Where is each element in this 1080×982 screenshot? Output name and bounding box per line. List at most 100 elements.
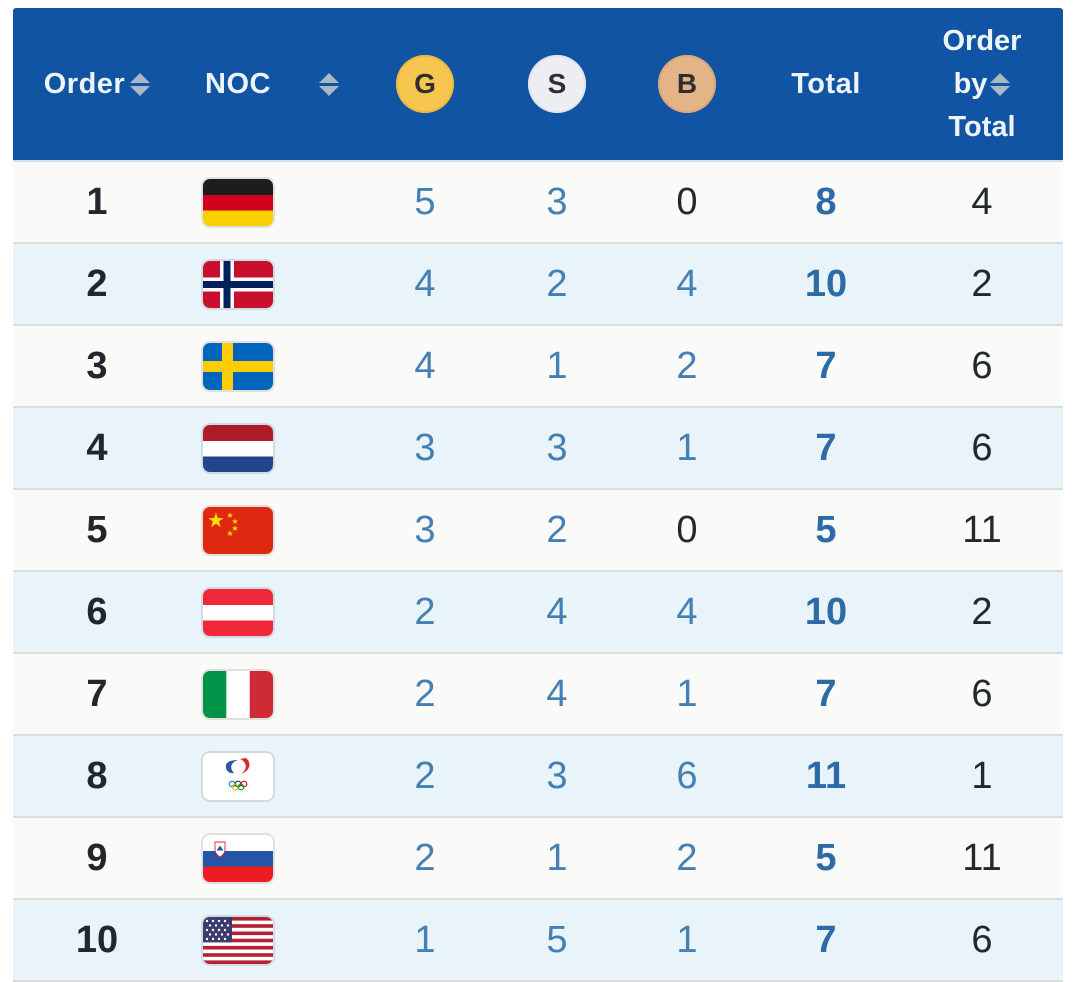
obt-line2: by: [953, 67, 988, 100]
flag-usa-icon: [203, 916, 273, 964]
order-by-total-value: 6: [971, 426, 993, 469]
flag-netherlands-icon: [203, 424, 273, 472]
order-cell: 5: [86, 508, 108, 551]
order-by-total-value: 6: [971, 918, 993, 961]
order-cell: 8: [86, 754, 108, 797]
gold-count: 2: [414, 754, 436, 797]
noc-cell: [181, 916, 295, 964]
svg-text:★: ★: [226, 511, 233, 520]
bronze-count: 6: [676, 754, 698, 797]
order-column-header[interactable]: Order: [13, 68, 181, 101]
sort-icon-noc[interactable]: [318, 72, 339, 96]
flag-china-icon: ★ ★ ★ ★ ★: [203, 506, 273, 554]
gold-medal-icon: G: [396, 55, 454, 113]
sort-icon-order[interactable]: [130, 72, 151, 96]
table-row: 1 5 3 0 8 4: [13, 162, 1063, 244]
gold-count: 2: [414, 836, 436, 879]
bronze-count: 0: [676, 180, 698, 223]
flag-italy-icon: [203, 670, 273, 718]
order-by-total-value: 2: [971, 590, 993, 633]
sort-icon-order-by-total[interactable]: [990, 72, 1011, 96]
total-count: 11: [805, 754, 847, 797]
noc-cell: [181, 178, 295, 226]
total-count: 10: [804, 590, 848, 633]
gold-column-header[interactable]: G: [359, 55, 491, 113]
silver-count: 1: [546, 836, 568, 879]
silver-column-header[interactable]: S: [491, 55, 623, 113]
bronze-count: 1: [676, 672, 698, 715]
bronze-count: 4: [676, 590, 698, 633]
table-row: 10 1 5 1 7 6: [13, 900, 1063, 982]
table-row: 9 2 1 2 5 11: [13, 818, 1063, 900]
silver-count: 2: [546, 262, 568, 305]
order-cell: 6: [86, 590, 108, 633]
noc-cell: [181, 588, 295, 636]
bronze-count: 1: [676, 918, 698, 961]
order-by-total-value: 1: [971, 754, 993, 797]
bronze-count: 2: [676, 344, 698, 387]
bronze-count: 1: [676, 426, 698, 469]
order-cell: 7: [86, 672, 108, 715]
noc-column-label: NOC: [205, 67, 271, 100]
flag-roc-icon: [203, 752, 273, 800]
noc-cell: ★ ★ ★ ★ ★: [181, 506, 295, 554]
silver-count: 5: [546, 918, 568, 961]
svg-text:★: ★: [207, 510, 225, 532]
noc-cell: [181, 424, 295, 472]
gold-count: 3: [414, 426, 436, 469]
noc-sort-cell: [295, 72, 359, 96]
order-cell: 2: [86, 262, 108, 305]
gold-count: 2: [414, 672, 436, 715]
silver-count: 3: [546, 426, 568, 469]
order-by-total-value: 11: [962, 836, 1002, 879]
table-row: 7 2 4 1 7 6: [13, 654, 1063, 736]
order-column-label: Order: [43, 67, 126, 100]
table-row: 8 2 3 6 11 1: [13, 736, 1063, 818]
svg-text:★: ★: [231, 524, 238, 533]
order-by-total-value: 6: [971, 344, 993, 387]
noc-cell: [181, 834, 295, 882]
order-by-total-value: 11: [962, 508, 1002, 551]
noc-column-header[interactable]: NOC: [181, 68, 295, 101]
silver-count: 2: [546, 508, 568, 551]
obt-line1: Order: [942, 24, 1022, 57]
total-count: 8: [815, 180, 837, 223]
order-by-total-column-header[interactable]: Order by Total: [901, 20, 1063, 149]
flag-austria-icon: [203, 588, 273, 636]
svg-text:★: ★: [226, 529, 233, 538]
total-count: 7: [815, 426, 837, 469]
table-row: 6 2 4 4 10 2: [13, 572, 1063, 654]
flag-germany-icon: [203, 178, 273, 226]
total-column-header[interactable]: Total: [751, 68, 901, 101]
bronze-column-header[interactable]: B: [623, 55, 751, 113]
order-by-total-value: 2: [971, 262, 993, 305]
table-row: 5 ★ ★ ★ ★ ★ 3 2 0 5 11: [13, 490, 1063, 572]
order-cell: 1: [86, 180, 108, 223]
flag-slovenia-icon: [203, 834, 273, 882]
order-by-total-value: 4: [971, 180, 993, 223]
bronze-count: 0: [676, 508, 698, 551]
gold-count: 4: [414, 344, 436, 387]
total-count: 7: [815, 672, 837, 715]
gold-count: 5: [414, 180, 436, 223]
medal-table: Order NOC G S B Total Order by: [13, 8, 1063, 982]
gold-count: 1: [414, 918, 436, 961]
noc-cell: [181, 342, 295, 390]
bronze-count: 2: [676, 836, 698, 879]
table-row: 4 3 3 1 7 6: [13, 408, 1063, 490]
silver-medal-icon: S: [528, 55, 586, 113]
total-count: 7: [815, 344, 837, 387]
order-cell: 9: [86, 836, 108, 879]
silver-count: 3: [546, 754, 568, 797]
noc-cell: [181, 752, 295, 800]
sort-down-icon: [990, 85, 1011, 96]
total-count: 5: [815, 508, 837, 551]
total-column-label: Total: [791, 67, 861, 100]
sort-down-icon: [130, 85, 151, 96]
flag-norway-icon: [203, 260, 273, 308]
table-row: 3 4 1 2 7 6: [13, 326, 1063, 408]
noc-cell: [181, 670, 295, 718]
bronze-count: 4: [676, 262, 698, 305]
gold-count: 2: [414, 590, 436, 633]
gold-count: 3: [414, 508, 436, 551]
